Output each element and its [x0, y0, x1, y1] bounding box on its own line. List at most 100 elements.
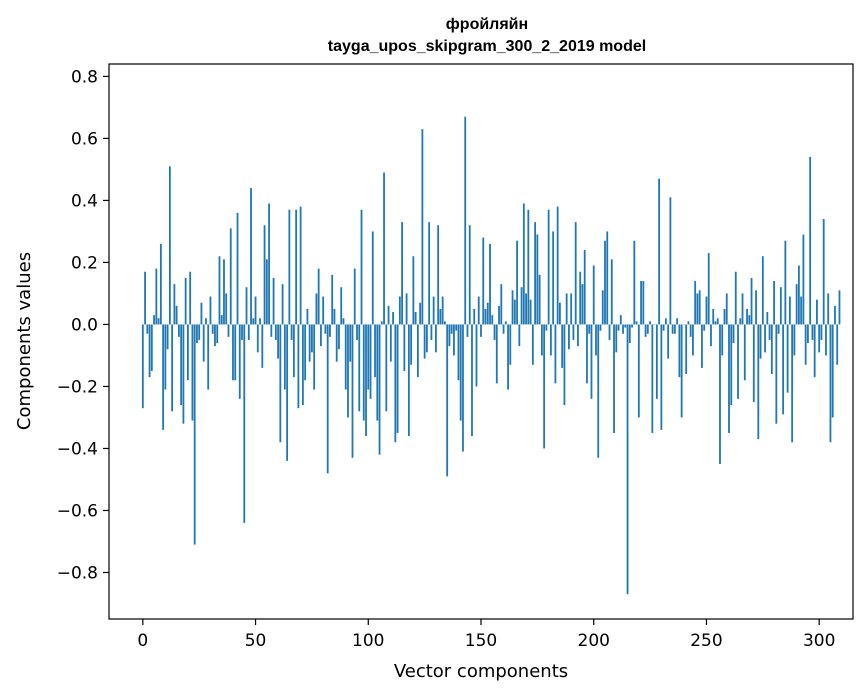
- bar: [356, 324, 358, 340]
- y-tick-label: −0.6: [57, 501, 98, 521]
- bar: [716, 318, 719, 325]
- bar: [362, 324, 365, 421]
- y-tick-label: −0.4: [57, 439, 98, 459]
- bar: [588, 324, 591, 334]
- bar: [166, 324, 169, 350]
- bar: [272, 277, 275, 325]
- bar: [141, 324, 144, 409]
- bar: [367, 324, 370, 390]
- bar: [214, 324, 216, 347]
- chart-title-line2: tayga_upos_skipgram_300_2_2019 model: [328, 38, 646, 55]
- bar: [480, 324, 482, 337]
- bar: [349, 324, 352, 362]
- bar: [676, 318, 679, 325]
- bar: [453, 324, 455, 356]
- bar: [202, 324, 205, 362]
- bar: [374, 324, 376, 378]
- bar: [766, 312, 769, 325]
- bar: [730, 324, 733, 406]
- bar: [306, 308, 309, 325]
- bar: [694, 281, 697, 325]
- bar: [462, 324, 464, 452]
- bar: [459, 324, 462, 421]
- bar: [563, 324, 566, 406]
- bar: [615, 324, 618, 353]
- bar: [301, 324, 304, 406]
- bar: [757, 324, 760, 440]
- bar: [320, 324, 322, 347]
- bar: [491, 315, 494, 325]
- bar: [775, 324, 778, 424]
- bar: [322, 296, 325, 325]
- bar: [457, 324, 460, 381]
- bar: [793, 324, 796, 356]
- bar: [486, 302, 489, 325]
- bar: [802, 234, 805, 325]
- y-tick-label: 0.2: [71, 253, 98, 273]
- bar: [746, 308, 748, 325]
- x-tick-label: 300: [803, 631, 835, 651]
- bar: [211, 324, 214, 334]
- bar: [807, 324, 809, 344]
- bar: [680, 324, 683, 418]
- bar: [667, 324, 670, 359]
- bar: [527, 209, 530, 325]
- bar: [347, 324, 349, 418]
- bar: [313, 324, 316, 390]
- bar: [743, 324, 746, 381]
- x-tick-label: 250: [690, 631, 722, 651]
- bar: [590, 324, 593, 399]
- bar: [150, 324, 153, 371]
- bar: [193, 324, 196, 545]
- bar: [836, 324, 839, 365]
- bar: [252, 318, 255, 325]
- bar: [626, 324, 629, 595]
- bar: [633, 240, 636, 325]
- bar: [410, 324, 413, 365]
- bar: [180, 324, 183, 406]
- bar: [725, 293, 728, 325]
- bar: [509, 324, 512, 365]
- bar: [797, 265, 800, 325]
- bar: [800, 296, 803, 325]
- bar: [759, 324, 762, 359]
- bar: [247, 324, 250, 340]
- bar: [414, 312, 417, 325]
- bar: [572, 324, 575, 340]
- bar: [536, 234, 539, 325]
- bar: [500, 284, 503, 325]
- bar: [223, 259, 225, 325]
- bar: [238, 324, 241, 399]
- bar: [419, 302, 422, 325]
- bar: [243, 324, 246, 523]
- bar: [628, 324, 631, 344]
- bar: [144, 271, 146, 325]
- bar: [522, 203, 525, 325]
- bar: [407, 324, 410, 437]
- bar: [394, 324, 397, 443]
- bar: [511, 290, 514, 325]
- bar: [613, 324, 615, 433]
- plot-frame: [108, 63, 854, 620]
- bar: [184, 277, 187, 325]
- bar: [159, 243, 162, 325]
- bar: [466, 324, 469, 337]
- bar: [816, 299, 818, 325]
- bar: [495, 324, 498, 384]
- bar: [484, 308, 487, 325]
- bar: [254, 296, 257, 325]
- bar: [701, 324, 703, 368]
- bar: [396, 324, 399, 433]
- bar: [450, 324, 453, 334]
- bar: [577, 324, 579, 347]
- bar: [687, 321, 690, 325]
- bar: [502, 324, 505, 334]
- bar: [398, 296, 401, 325]
- bar: [173, 284, 176, 325]
- bar: [664, 318, 667, 325]
- bar: [277, 324, 279, 359]
- bar: [658, 178, 661, 325]
- bar: [834, 305, 836, 325]
- bar: [660, 324, 663, 430]
- bar: [387, 305, 390, 325]
